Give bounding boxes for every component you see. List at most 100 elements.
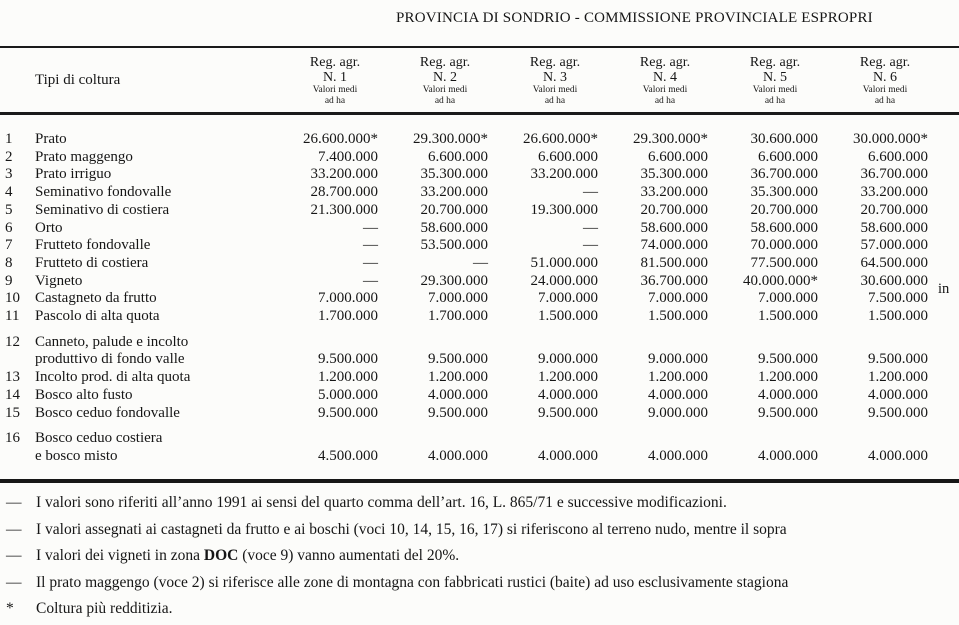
value-cell: 9.500.000 bbox=[758, 404, 818, 421]
value-cell: 30.600.000 bbox=[860, 272, 929, 289]
value-cell: — bbox=[363, 254, 378, 271]
column-header-values-label: Valori medi bbox=[642, 85, 688, 95]
value-cell: 4.000.000 bbox=[538, 386, 598, 403]
value-cell: 7.000.000 bbox=[758, 290, 818, 307]
column-header-unit-label: ad ha bbox=[324, 95, 346, 106]
row-number: 10 bbox=[5, 290, 20, 307]
column-header-number: N. 6 bbox=[872, 70, 898, 85]
row-header-label: Tipi di coltura bbox=[35, 71, 121, 88]
footnote-text: I valori assegnati ai castagneti da frut… bbox=[36, 521, 787, 539]
crop-type-label-line1: Bosco ceduo costiera bbox=[35, 430, 163, 447]
column-header: Reg. agr. N. 2 Valori medi ad ha bbox=[390, 54, 500, 106]
column-header: Reg. agr. N. 1 Valori medi ad ha bbox=[280, 54, 390, 106]
value-cell: 9.000.000 bbox=[648, 404, 708, 421]
value-cell: 24.000.000 bbox=[530, 272, 599, 289]
row-number: 6 bbox=[5, 219, 13, 236]
column-header-values-label: Valori medi bbox=[532, 85, 578, 95]
crop-type-label: Castagneto da frutto bbox=[35, 290, 157, 307]
value-cell: 1.700.000 bbox=[428, 308, 488, 325]
column-header-number: N. 3 bbox=[542, 70, 568, 85]
crop-type-label: Vigneto bbox=[35, 272, 83, 289]
column-header-number: N. 2 bbox=[432, 70, 458, 85]
value-cell: 40.000.000* bbox=[743, 272, 818, 289]
table-row: 12 Canneto, palude e incolto produttivo d… bbox=[0, 334, 959, 369]
value-cell: 9.500.000 bbox=[538, 404, 598, 421]
crop-type-label: Prato bbox=[35, 131, 67, 147]
table-header: Tipi di coltura Reg. agr. N. 1 Valori me… bbox=[0, 46, 959, 115]
value-cell: 29.300.000* bbox=[413, 131, 488, 147]
column-header-unit-label: ad ha bbox=[764, 95, 786, 106]
value-cell: 7.000.000 bbox=[428, 290, 488, 307]
table-row: 9 Vigneto — 29.300.000 24.000.000 36.700.00… bbox=[0, 273, 959, 291]
value-cell: 26.600.000* bbox=[523, 131, 598, 147]
footnote: — I valori sono riferiti all’anno 1991 a… bbox=[0, 494, 959, 512]
crop-type-label: Prato irriguo bbox=[35, 166, 112, 183]
value-cell: 4.000.000 bbox=[648, 447, 708, 464]
row-number: 15 bbox=[5, 404, 20, 421]
column-header-number: N. 4 bbox=[652, 70, 678, 85]
value-cell: — bbox=[363, 272, 378, 289]
crop-type-label: Incolto prod. di alta quota bbox=[35, 369, 191, 386]
column-header-region: Reg. agr. bbox=[749, 55, 801, 70]
margin-note-clipped: in bbox=[938, 281, 950, 297]
column-header-unit-label: ad ha bbox=[544, 95, 566, 106]
row-number: 13 bbox=[5, 369, 20, 386]
value-cell: 21.300.000 bbox=[310, 201, 379, 218]
value-cell: 33.200.000 bbox=[530, 166, 599, 183]
value-cell: 29.300.000* bbox=[633, 131, 708, 147]
footnote-marker: — bbox=[6, 520, 22, 538]
column-header-region: Reg. agr. bbox=[529, 55, 581, 70]
table-row: 6 Orto — 58.600.000 — 58.600.000 58.600.000 5… bbox=[0, 220, 959, 238]
value-cell: 6.600.000 bbox=[758, 148, 818, 165]
value-cell: 7.400.000 bbox=[318, 148, 378, 165]
column-header-number: N. 1 bbox=[322, 70, 348, 85]
column-header-unit-label: ad ha bbox=[874, 95, 896, 106]
footnote-marker: * bbox=[6, 600, 14, 617]
footnote-segment: I valori dei vigneti in zona bbox=[36, 547, 204, 564]
value-cell: 7.000.000 bbox=[318, 290, 378, 307]
table-row: 7 Frutteto fondovalle — 53.500.000 — 74.000… bbox=[0, 237, 959, 255]
value-cell: 20.700.000 bbox=[420, 201, 489, 218]
value-cell: 9.500.000 bbox=[868, 404, 928, 421]
row-number: 7 bbox=[5, 237, 13, 254]
value-cell: 1.700.000 bbox=[318, 308, 378, 325]
value-cell: 20.700.000 bbox=[750, 201, 819, 218]
value-cell: 7.500.000 bbox=[868, 290, 928, 307]
value-cell: 1.200.000 bbox=[868, 369, 928, 386]
table-row: 16 Bosco ceduo costiera e bosco misto 4.5… bbox=[0, 430, 959, 465]
crop-type-label: Orto bbox=[35, 219, 63, 236]
value-cell: 4.500.000 bbox=[318, 447, 378, 464]
footnote-text: I valori sono riferiti all’anno 1991 ai … bbox=[36, 494, 727, 512]
value-cell: 4.000.000 bbox=[868, 447, 928, 464]
value-cell: 4.000.000 bbox=[758, 447, 818, 464]
row-number: 1 bbox=[5, 131, 13, 147]
footnotes-section: — I valori sono riferiti all’anno 1991 a… bbox=[0, 494, 959, 625]
footnote: — Il prato maggengo (voce 2) si riferisc… bbox=[0, 574, 959, 592]
value-cell: — bbox=[363, 237, 378, 254]
column-header-unit-label: ad ha bbox=[434, 95, 456, 106]
column-header: Reg. agr. N. 6 Valori medi ad ha bbox=[830, 54, 940, 106]
value-cell: 35.300.000 bbox=[750, 184, 819, 201]
value-cell: 20.700.000 bbox=[640, 201, 709, 218]
column-header: Reg. agr. N. 4 Valori medi ad ha bbox=[610, 54, 720, 106]
footnote-marker: — bbox=[6, 547, 22, 564]
footnote-segment: Coltura più redditizia. bbox=[36, 600, 173, 617]
column-header-values-label: Valori medi bbox=[312, 85, 358, 95]
crop-type-label: Seminativo di costiera bbox=[35, 201, 170, 218]
crop-type-label-line2: e bosco misto bbox=[35, 447, 118, 464]
value-cell: — bbox=[363, 219, 378, 236]
value-cell: 9.500.000 bbox=[318, 351, 378, 368]
value-cell: 1.500.000 bbox=[538, 308, 598, 325]
value-cell: — bbox=[473, 254, 488, 271]
table-body: 1 Prato 26.600.000* 29.300.000* 26.600.000… bbox=[0, 115, 959, 483]
crop-type-label-line1: Canneto, palude e incolto bbox=[35, 333, 189, 350]
value-cell: 74.000.000 bbox=[640, 237, 709, 254]
value-cell: 1.200.000 bbox=[538, 369, 598, 386]
value-cell: 4.000.000 bbox=[758, 386, 818, 403]
crop-type-label: Prato maggengo bbox=[35, 148, 133, 165]
value-cell: 9.000.000 bbox=[538, 351, 598, 368]
value-cell: 53.500.000 bbox=[420, 237, 489, 254]
value-cell: 58.600.000 bbox=[750, 219, 819, 236]
column-header-region: Reg. agr. bbox=[639, 55, 691, 70]
